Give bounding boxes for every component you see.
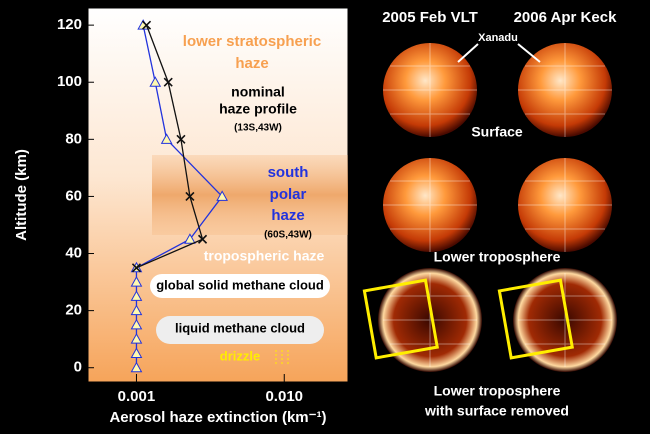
x-marker [163,77,173,87]
x-marker [141,20,152,30]
highlight-box [497,278,574,360]
globe-image [518,43,612,137]
globe-image [378,268,482,372]
column-title: 2006 Apr Keck [514,9,617,26]
triangle-marker [130,347,143,358]
cloud [150,274,330,298]
triangle-marker [216,190,228,201]
triangle-marker [130,318,143,330]
annotation: nominal [231,84,285,100]
annotation: polar [270,186,307,203]
x-marker [185,191,195,201]
polar-haze-band [152,155,348,235]
annotation: drizzle [220,348,260,363]
globe-image [518,158,612,252]
annotation: global solid methane cloud [156,277,324,292]
x-marker [197,234,208,244]
y-tick-label: 60 [65,187,82,204]
cloud [156,316,324,344]
triangle-marker [130,290,143,301]
feature-label: Xanadu [478,32,518,44]
y-tick-label: 80 [65,130,82,147]
annotation: lower stratospheric [183,33,321,50]
y-axis-label: Altitude (km) [13,149,30,241]
globe-image [383,43,477,137]
x-tick-label: 0.010 [265,388,303,405]
highlight-box [362,278,439,360]
annotation: south [268,164,309,181]
x-marker [131,263,142,273]
y-tick-label: 20 [65,302,82,319]
y-tick-label: 0 [74,359,82,376]
triangle-marker [130,361,143,373]
row-label: Lower troposphere [434,249,561,265]
column-title: 2005 Feb VLT [382,9,478,26]
y-tick-label: 100 [57,73,82,90]
globe-grid [383,273,477,367]
annotation: tropospheric haze [204,248,325,264]
annotation: haze [235,55,268,72]
x-axis-label: Aerosol haze extinction (km⁻¹) [109,409,326,426]
feature-arrow [457,43,541,63]
annotation: liquid methane cloud [175,320,305,335]
annotation: haze profile [219,101,297,117]
triangle-marker [130,304,143,316]
row-label: Lower troposphere [434,383,561,399]
legend-label: (60S,43W) [264,230,312,241]
triangle-marker [160,133,173,144]
globe-image [513,268,617,372]
legend-label: (13S,43W) [234,123,282,134]
x-marker [176,134,186,144]
row-label: with surface removed [424,403,569,419]
image-panels: 2005 Feb VLT 2006 Apr Keck Xanadu Surface Lo… [362,9,617,419]
y-tick-label: 120 [57,16,82,33]
x-tick-label: 0.001 [118,388,156,405]
globe-grid [383,43,477,137]
triangle-marker [130,276,143,287]
triangle-marker [149,76,162,87]
annotation: haze [271,207,304,224]
triangle-marker [184,233,196,244]
globe-grid [518,158,612,252]
row-label: Surface [471,124,523,140]
globe-grid [518,273,612,367]
triangle-marker [130,333,143,344]
series-line [136,24,204,269]
globe-grid [518,43,612,137]
globe-image [383,158,477,252]
globe-grid [383,158,477,252]
y-tick-label: 40 [65,244,82,261]
